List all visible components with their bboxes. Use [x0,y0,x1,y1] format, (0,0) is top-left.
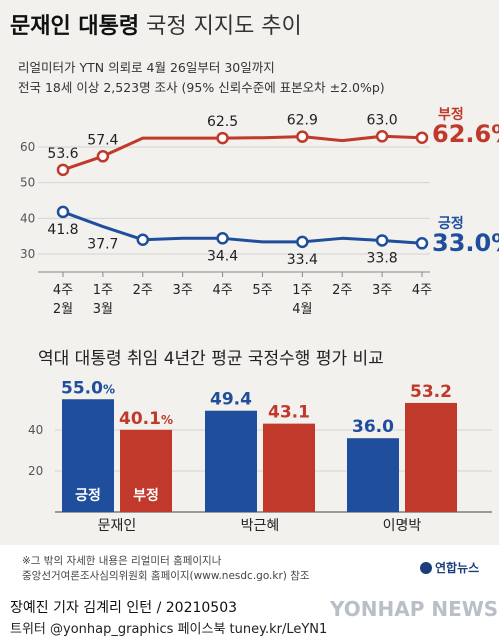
footer-social: 트위터 @yonhap_graphics 페이스북 tuney.kr/LeYN1 [10,622,328,637]
data-label: 62.9 [287,113,318,129]
x-tick-label: 2월 [53,302,73,317]
data-point [56,163,70,177]
bar-value-label: 36.0 [352,417,394,437]
series-line-positive [62,210,423,245]
data-point [136,233,150,246]
bar-category-label: 이명박 [383,518,422,534]
bar-value-label: 55.0% [61,378,115,398]
data-point [375,130,389,143]
bar-value-label: 43.1 [268,403,310,423]
data-label: 41.8 [47,222,78,238]
x-tick-label: 4주 [412,283,432,298]
legend-negative-label: 부정 [438,107,464,123]
data-point [96,150,110,163]
x-tick-label: 5주 [252,283,272,298]
page-title: 문재인 대통령 국정 지지도 추이 [10,8,302,40]
x-tick-label: 4월 [292,302,312,317]
bar-category-label: 문재인 [98,518,137,534]
legend-positive-value: 33.0% [432,229,499,257]
data-label: 53.6 [47,146,78,162]
series-line-negative [62,134,423,172]
data-label: 63.0 [367,112,398,128]
watermark: YONHAP NEWS [330,597,499,621]
data-label: 33.4 [287,252,318,268]
x-tick-label: 3월 [93,302,113,317]
x-tick-label: 3주 [372,283,392,298]
data-label: 57.4 [87,132,118,148]
title-light: 국정 지지도 추이 [146,14,302,39]
legend-positive-label: 긍정 [438,216,464,232]
bar-negative [405,402,457,512]
bar-legend-positive: 긍정 [75,487,101,504]
source-note-line2: 중앙선거여론조사심의위원회 홈페이지(www.nesdc.go.kr) 참조 [22,570,310,582]
data-point [56,205,70,219]
bar-chart: 20 40 55.0%40.1% 문재인 49.4 43.1 박근혜 36.0 53.2 이명박 긍… [28,378,492,534]
bar-value-label: 40.1% [119,409,173,429]
data-point [296,235,309,249]
y-tick-label: 50 [20,176,35,190]
bar-positive [347,438,399,512]
source-note-line1: ※그 밖의 자세한 내용은 리얼미터 홈페이지나 [22,555,222,567]
bar-positive [205,410,257,512]
footer-area [0,545,499,638]
data-point [216,131,229,145]
bar-chart-title: 역대 대통령 취임 4년간 평균 국정수행 평가 비교 [38,349,384,369]
x-tick-label: 2주 [133,283,153,298]
bar-value-label: 53.2 [410,382,452,402]
y-tick-label: 40 [20,211,35,225]
bar-y-tick-label: 40 [28,423,43,437]
data-point [415,131,429,144]
bar-positive [62,399,114,512]
subtitle-line2: 전국 18세 이상 2,523명 조사 (95% 신뢰수준에 표본오차 ±2.0… [18,80,385,95]
data-point [296,130,309,143]
footer-credit: 장예진 기자 김계리 인턴 / 20210503 [10,600,238,616]
title-bold: 문재인 대통령 [10,14,140,39]
bar-category-label: 박근혜 [241,518,280,534]
y-tick-label: 60 [20,140,35,154]
x-tick-label: 4주 [212,283,232,298]
data-label: 37.7 [87,237,118,253]
legend-negative-value: 62.6% [432,120,499,148]
bar-y-tick-label: 20 [28,464,43,478]
bar-value-label: 49.4 [210,390,252,410]
data-point [415,237,429,250]
x-tick-label: 4주 [53,283,73,298]
bar-negative [263,423,315,512]
yonhap-logo-icon [420,562,432,574]
data-label: 62.5 [207,114,238,130]
x-tick-label: 1주 [93,283,113,298]
data-label: 34.4 [207,248,238,264]
yonhap-logo: 연합뉴스 [420,559,479,576]
bar-negative [120,429,172,512]
yonhap-logo-text: 연합뉴스 [435,561,480,575]
x-tick-label: 3주 [173,283,193,298]
subtitle-line1: 리얼미터가 YTN 의뢰로 4월 26일부터 30일까지 [18,60,275,75]
x-tick-label: 2주 [332,283,352,298]
x-tick-label: 1주 [292,283,312,298]
y-tick-label: 30 [20,247,35,261]
line-chart: 30 40 50 60 4주 2월 1주 3월 2주 3주 4주 5주 1주 4월 2주 3주 4주 53.6 57… [20,112,432,317]
bar-legend-negative: 부정 [133,487,159,504]
data-label: 33.8 [367,250,398,266]
data-point [216,232,229,245]
data-point [375,234,389,247]
